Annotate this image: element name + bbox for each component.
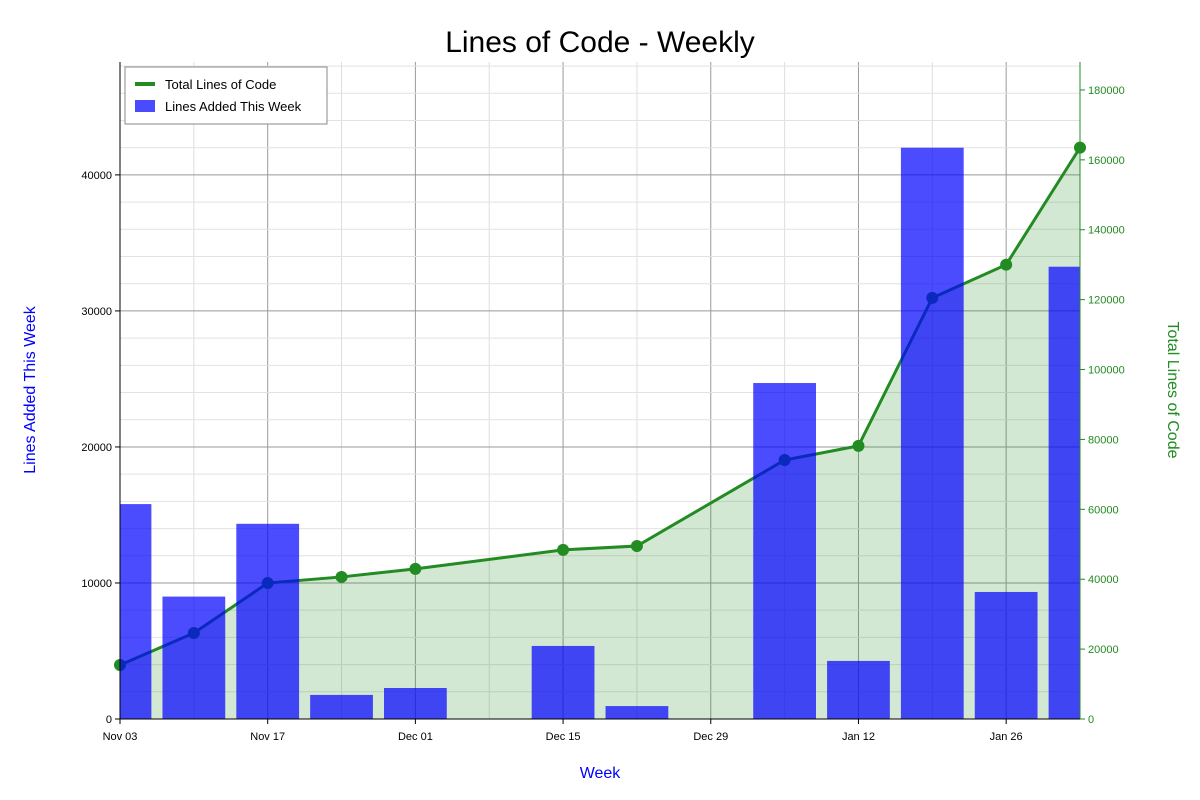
bar-nov-24 xyxy=(310,694,373,719)
right-tick-label: 40000 xyxy=(1088,574,1119,586)
right-tick-label: 180000 xyxy=(1088,85,1125,97)
total-point xyxy=(852,439,865,452)
bar-nov-17 xyxy=(236,523,300,719)
legend: Total Lines of Code Lines Added This Wee… xyxy=(124,66,328,125)
x-tick-label: Dec 15 xyxy=(546,731,581,743)
bar-jan-19 xyxy=(900,147,964,719)
x-tick-label: Dec 29 xyxy=(693,731,728,743)
x-tick-label: Jan 12 xyxy=(842,731,875,743)
x-tick-label: Nov 17 xyxy=(250,731,285,743)
left-axis-label: Lines Added This Week xyxy=(22,305,39,474)
left-tick-label: 0 xyxy=(106,714,112,726)
bar-feb-02 xyxy=(1048,266,1080,719)
left-tick-label: 30000 xyxy=(81,306,112,318)
bar-nov-10 xyxy=(162,596,226,719)
axes: 0 10000 20000 30000 40000 0 20000 40000 60000 800… xyxy=(81,62,1125,743)
x-tick-label: Jan 26 xyxy=(990,731,1023,743)
total-point xyxy=(335,570,348,583)
right-tick-label: 0 xyxy=(1088,714,1094,726)
right-tick-label: 120000 xyxy=(1088,295,1125,307)
bar-nov-03 xyxy=(120,504,152,719)
bar-dec-15 xyxy=(531,645,595,719)
right-tick-label: 140000 xyxy=(1088,225,1125,237)
bar-jan-05 xyxy=(753,383,816,719)
x-tick-label: Dec 01 xyxy=(398,731,433,743)
bar-dec-01 xyxy=(384,687,447,719)
legend-swatch-bar xyxy=(135,100,155,112)
right-tick-label: 20000 xyxy=(1088,644,1119,656)
right-tick-label: 100000 xyxy=(1088,365,1125,377)
right-tick-label: 80000 xyxy=(1088,434,1119,446)
bar-jan-26 xyxy=(974,591,1038,719)
chart-title: Lines of Code - Weekly xyxy=(445,26,755,59)
bar-jan-12 xyxy=(827,660,890,719)
x-tick-label: Nov 03 xyxy=(103,731,138,743)
left-tick-label: 20000 xyxy=(81,442,112,454)
right-tick-label: 160000 xyxy=(1088,155,1125,167)
total-point xyxy=(1000,258,1013,271)
bar-series xyxy=(120,147,1080,719)
x-axis-label: Week xyxy=(580,765,622,782)
legend-label-total: Total Lines of Code xyxy=(165,77,276,92)
left-tick-label: 40000 xyxy=(81,170,112,182)
legend-label-added: Lines Added This Week xyxy=(165,99,302,114)
left-tick-label: 10000 xyxy=(81,578,112,590)
total-point xyxy=(409,562,422,575)
total-point xyxy=(557,543,570,556)
right-tick-label: 60000 xyxy=(1088,504,1119,516)
legend-swatch-line xyxy=(135,82,155,86)
right-axis-label: Total Lines of Code xyxy=(1164,322,1181,459)
bar-dec-22 xyxy=(605,706,669,719)
legend-box xyxy=(124,66,328,125)
total-point xyxy=(630,540,643,553)
